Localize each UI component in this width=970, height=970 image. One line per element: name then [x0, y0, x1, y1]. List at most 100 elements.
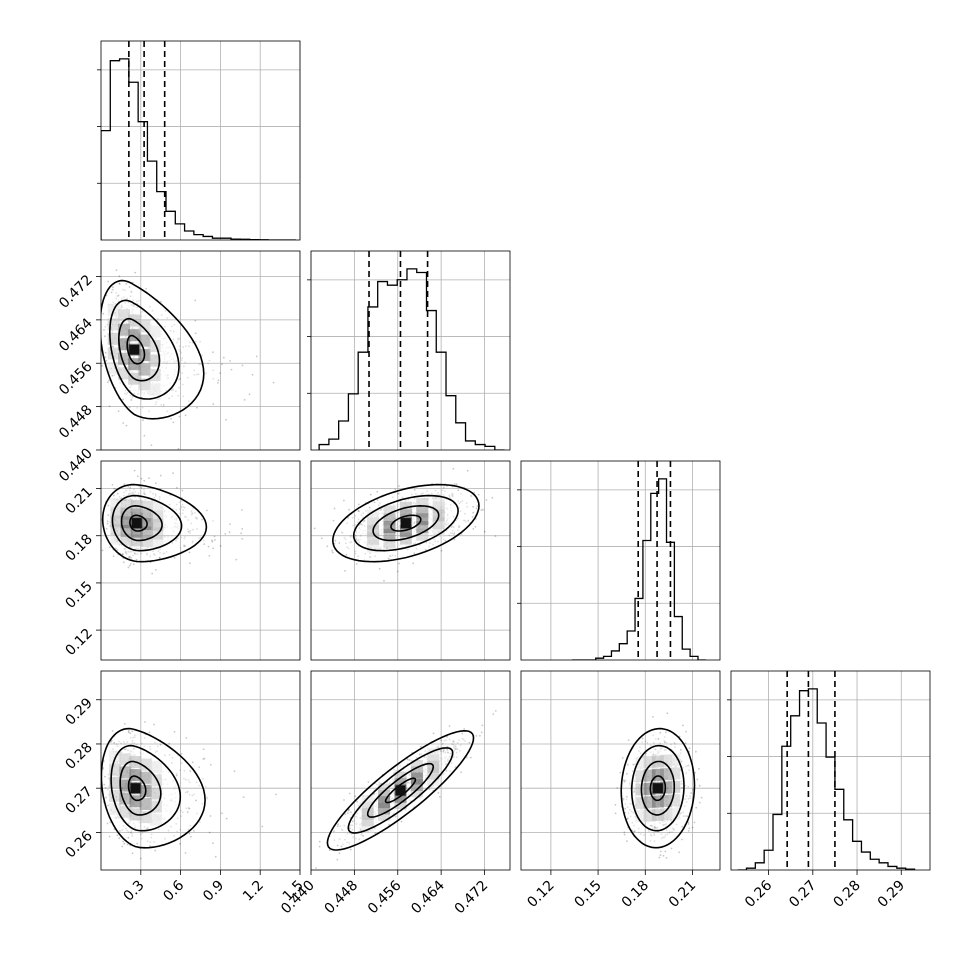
scatter-point: [475, 735, 478, 737]
scatter-point: [447, 759, 449, 762]
scatter-point: [673, 741, 676, 744]
scatter-point: [340, 845, 343, 848]
scatter-point: [164, 527, 167, 529]
scatter-point: [155, 401, 158, 403]
density-cell: [139, 798, 152, 810]
scatter-point: [457, 529, 459, 532]
scatter-point: [202, 777, 204, 780]
scatter-point: [160, 404, 163, 406]
scatter-point: [344, 838, 346, 841]
scatter-point: [365, 532, 367, 535]
scatter-point: [318, 845, 321, 848]
scatter-point: [162, 783, 165, 785]
scatter-point: [446, 745, 449, 748]
scatter-point: [136, 302, 139, 305]
scatter-point: [445, 756, 447, 758]
scatter-point: [180, 536, 183, 539]
scatter-point: [362, 834, 364, 837]
scatter-point: [107, 804, 109, 807]
scatter-point: [351, 824, 354, 827]
scatter-point: [113, 487, 115, 490]
scatter-point: [146, 840, 149, 843]
scatter-point: [351, 820, 354, 823]
scatter-point: [162, 337, 165, 340]
scatter-point: [123, 494, 125, 497]
scatter-point: [139, 857, 142, 860]
scatter-point: [173, 522, 176, 525]
scatter-point: [461, 737, 464, 740]
scatter-point: [174, 796, 177, 799]
scatter-point: [376, 499, 379, 501]
scatter-point: [136, 341, 139, 343]
scatter-point: [113, 494, 115, 497]
scatter-point: [143, 392, 146, 394]
scatter-point: [446, 508, 449, 511]
scatter-point: [176, 817, 179, 820]
scatter-point: [699, 801, 701, 804]
scatter-point: [191, 541, 194, 544]
scatter-point: [164, 524, 167, 527]
scatter-point: [132, 326, 134, 329]
scatter-point: [664, 820, 666, 823]
scatter-point: [129, 749, 132, 752]
scatter-point: [373, 817, 376, 820]
scatter-point: [137, 492, 140, 495]
scatter-point: [632, 812, 635, 814]
scatter-point: [129, 327, 132, 329]
scatter-point: [443, 756, 446, 758]
scatter-point: [449, 507, 452, 509]
scatter-point: [160, 350, 163, 352]
density-cell: [149, 774, 162, 787]
scatter-point: [443, 749, 445, 752]
scatter-point: [117, 410, 120, 412]
scatter-point: [423, 756, 426, 758]
scatter-point: [140, 752, 143, 755]
scatter-point: [150, 836, 153, 839]
scatter-point: [428, 509, 430, 512]
scatter-point: [166, 360, 168, 363]
scatter-point: [482, 508, 484, 511]
scatter-point: [112, 286, 114, 289]
scatter-point: [381, 530, 383, 533]
scatter-point: [179, 782, 182, 784]
scatter-point: [173, 556, 176, 559]
scatter-point: [395, 516, 398, 519]
scatter-point: [349, 536, 352, 538]
scatter-point: [136, 327, 139, 330]
scatter-point: [219, 372, 222, 374]
scatter-point: [190, 522, 193, 525]
scatter-point: [183, 769, 186, 772]
scatter-point: [130, 340, 132, 343]
scatter-point: [431, 529, 433, 532]
scatter-point: [188, 781, 191, 784]
scatter-point: [175, 509, 178, 511]
scatter-point: [440, 739, 443, 742]
scatter-point: [473, 491, 476, 494]
scatter-point: [118, 283, 121, 285]
scatter-point: [225, 418, 228, 421]
scatter-point: [147, 392, 149, 395]
scatter-point: [129, 497, 132, 500]
scatter-point: [451, 743, 453, 745]
scatter-point: [189, 532, 192, 534]
scatter-point: [411, 508, 414, 511]
scatter-point: [444, 511, 447, 514]
scatter-point: [133, 736, 136, 739]
scatter-point: [428, 788, 430, 790]
scatter-point: [359, 802, 362, 805]
scatter-point: [178, 415, 181, 418]
scatter-point: [413, 489, 416, 491]
scatter-point: [462, 738, 465, 741]
scatter-point: [127, 305, 130, 307]
scatter-point: [129, 732, 132, 735]
scatter-point: [241, 364, 244, 367]
scatter-point: [212, 842, 214, 844]
scatter-point: [356, 812, 359, 815]
scatter-point: [369, 493, 372, 496]
scatter-point: [197, 373, 200, 376]
scatter-point: [161, 770, 164, 773]
scatter-point: [146, 552, 148, 555]
scatter-point: [391, 778, 394, 780]
scatter-point: [358, 531, 361, 533]
scatter-point: [437, 791, 440, 794]
